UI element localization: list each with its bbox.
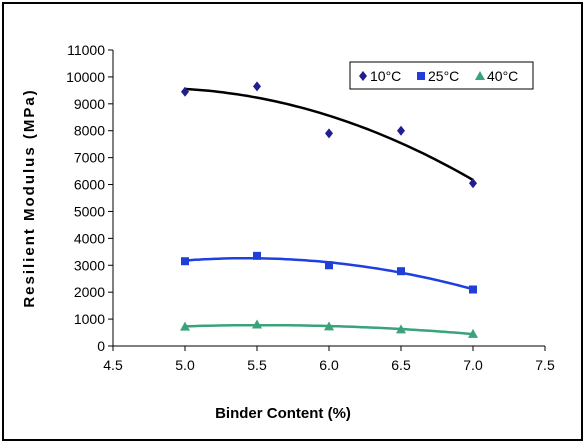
- data-point-series-2: [325, 261, 333, 270]
- x-tick-label: 7.0: [463, 357, 483, 373]
- legend-marker-series-2: [417, 72, 425, 80]
- y-tick-label: 6000: [74, 177, 105, 193]
- data-point-series-2: [253, 251, 261, 260]
- legend-marker-series-3: [475, 71, 485, 80]
- y-tick-label: 1000: [74, 311, 105, 327]
- x-axis-label: Binder Content (%): [215, 405, 351, 422]
- legend-label-series-2: 25°C: [428, 68, 459, 84]
- legend: 10°C 25°C 40°C: [349, 61, 534, 90]
- y-tick-label: 3000: [74, 257, 105, 273]
- data-point-series-2: [181, 257, 189, 266]
- data-point-series-3: [468, 328, 478, 338]
- data-point-series-3: [324, 321, 334, 331]
- y-tick-label: 7000: [74, 150, 105, 166]
- legend-box: [349, 61, 534, 90]
- data-point-series-3: [396, 324, 406, 334]
- x-tick-label: 5.5: [247, 357, 267, 373]
- x-tick-label: 6.5: [391, 357, 411, 373]
- x-tick-label: 5.0: [175, 357, 195, 373]
- data-point-series-2: [397, 267, 405, 276]
- data-point-series-2: [469, 285, 477, 294]
- chart: 0 1000 2000 3000 4000 5000 6000 7000 8000 9000 100…: [21, 42, 555, 422]
- data-point-series-3: [252, 319, 262, 329]
- axes: 0 1000 2000 3000 4000 5000 6000 7000 8000 9000 100…: [66, 42, 555, 373]
- data-point-series-1: [397, 125, 405, 136]
- data-point-series-1: [253, 81, 261, 92]
- y-tick-label: 2000: [74, 284, 105, 300]
- legend-label-series-1: 10°C: [370, 68, 401, 84]
- y-tick-label: 8000: [74, 123, 105, 139]
- x-tick-label: 7.5: [535, 357, 555, 373]
- trendline-series-1: [184, 87, 474, 182]
- data-point-series-3: [180, 321, 190, 331]
- x-tick-label: 6.0: [319, 357, 339, 373]
- data-point-series-1: [325, 128, 333, 139]
- legend-label-series-3: 40°C: [487, 68, 518, 84]
- y-tick-label: 11000: [67, 42, 105, 58]
- trendlines: [184, 87, 474, 336]
- y-tick-label: 5000: [74, 203, 105, 219]
- x-tick-label: 4.5: [103, 357, 123, 373]
- data-point-series-1: [181, 86, 189, 97]
- y-axis-label: Resilient Modulus (MPa): [21, 88, 38, 307]
- legend-marker-series-1: [359, 71, 367, 81]
- y-tick-label: 10000: [66, 69, 105, 85]
- y-tick-label: 9000: [74, 96, 105, 112]
- data-point-series-1: [469, 178, 477, 189]
- y-tick-label: 4000: [74, 230, 105, 246]
- data-points: [180, 81, 478, 338]
- y-tick-label: 0: [97, 338, 105, 354]
